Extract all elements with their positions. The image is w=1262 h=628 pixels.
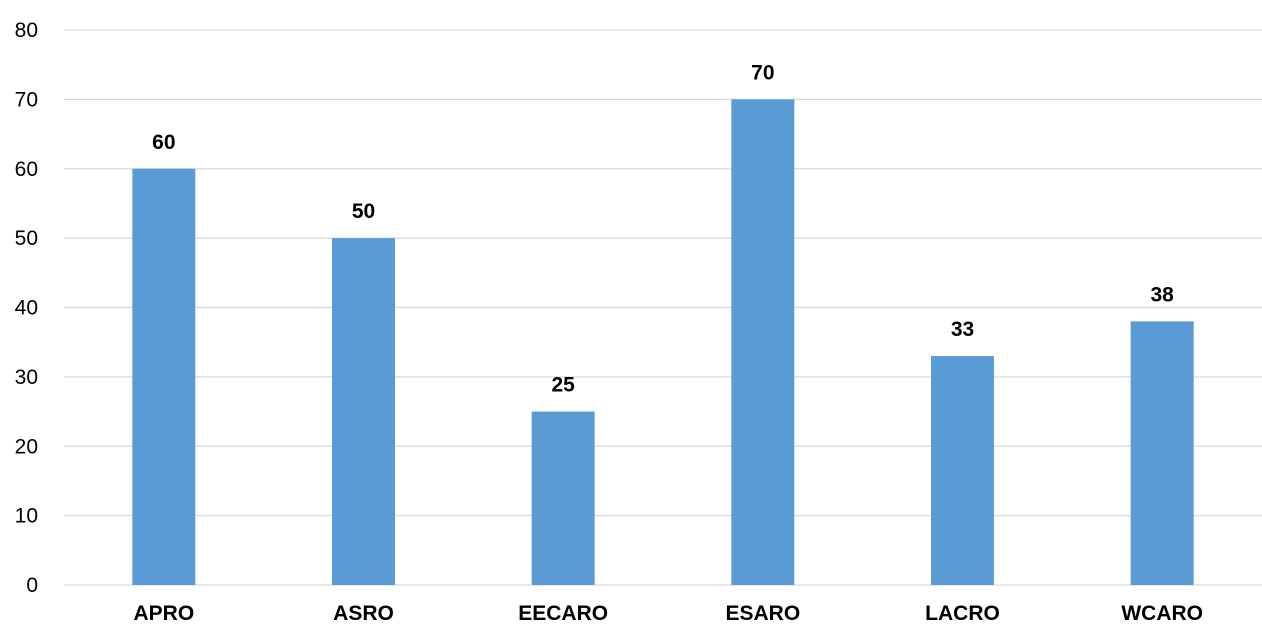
bar	[731, 99, 795, 585]
bars	[132, 99, 1194, 585]
y-tick-label: 80	[15, 19, 38, 42]
x-tick-label: WCARO	[1121, 602, 1203, 625]
x-tick-label: EECARO	[518, 602, 608, 625]
gridlines	[64, 29, 1262, 586]
y-tick-label: 50	[15, 227, 38, 250]
data-label: 33	[951, 318, 974, 341]
y-tick-label: 30	[15, 366, 38, 389]
y-tick-label: 20	[15, 435, 38, 458]
bar	[531, 411, 595, 585]
data-label: 25	[551, 374, 575, 397]
x-tick-label: ASRO	[333, 602, 394, 625]
x-tick-label: APRO	[133, 602, 194, 625]
y-tick-label: 40	[15, 297, 38, 320]
x-tick-label: ESARO	[725, 602, 800, 625]
y-tick-label: 10	[15, 505, 38, 528]
data-label: 70	[751, 61, 774, 84]
bar	[1130, 321, 1194, 585]
x-axis-tick-labels: APRO ASRO EECARO ESARO LACRO WCARO	[133, 602, 1203, 625]
y-tick-label: 70	[15, 88, 38, 111]
bar	[931, 356, 994, 585]
data-label: 38	[1150, 283, 1174, 306]
data-labels: 60 50 25 70 33 38	[152, 61, 1174, 396]
y-tick-label: 60	[15, 158, 38, 181]
y-tick-label: 0	[26, 574, 38, 597]
bar	[332, 238, 395, 585]
data-label: 50	[352, 200, 375, 223]
x-tick-label: LACRO	[925, 602, 1000, 625]
bar	[132, 168, 196, 585]
data-label: 60	[152, 131, 175, 154]
y-axis-tick-labels: 0 10 20 30 40 50 60 70 80	[15, 19, 38, 597]
